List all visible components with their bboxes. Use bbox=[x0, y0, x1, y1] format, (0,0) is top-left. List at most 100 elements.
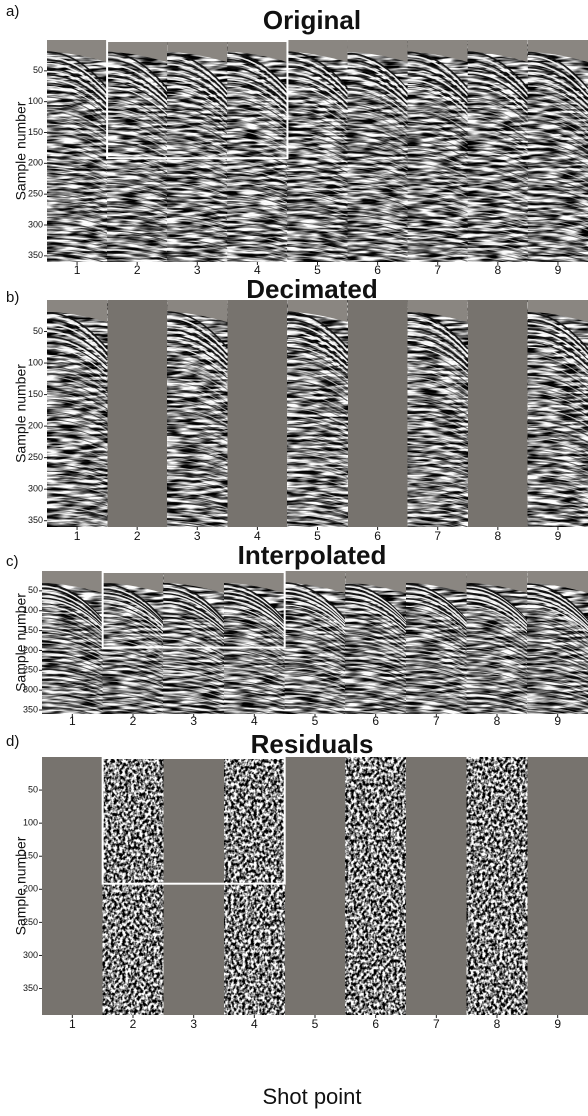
event bbox=[287, 97, 348, 123]
event bbox=[527, 449, 588, 464]
event bbox=[47, 318, 108, 354]
event bbox=[102, 603, 164, 633]
event bbox=[287, 208, 348, 222]
event bbox=[167, 107, 228, 132]
event bbox=[102, 594, 164, 627]
y-tick-label: 300 bbox=[23, 950, 38, 960]
event bbox=[467, 134, 529, 155]
event bbox=[47, 452, 108, 467]
event bbox=[466, 612, 528, 638]
event bbox=[527, 134, 588, 154]
event bbox=[467, 200, 529, 214]
event bbox=[467, 182, 529, 197]
event bbox=[287, 338, 349, 369]
event bbox=[527, 664, 588, 680]
event bbox=[466, 650, 528, 668]
event bbox=[102, 599, 164, 630]
event bbox=[167, 56, 228, 93]
event bbox=[527, 459, 588, 473]
event bbox=[527, 92, 588, 119]
event bbox=[284, 661, 346, 677]
event bbox=[527, 144, 588, 163]
event bbox=[167, 105, 228, 130]
event bbox=[287, 141, 348, 161]
direct-zone bbox=[42, 571, 103, 593]
event bbox=[407, 73, 469, 105]
event bbox=[167, 156, 228, 174]
event bbox=[467, 137, 529, 157]
event bbox=[467, 178, 529, 193]
event bbox=[347, 260, 372, 262]
event bbox=[467, 727, 528, 736]
shot-gather bbox=[284, 571, 346, 714]
event bbox=[107, 58, 168, 94]
event bbox=[345, 590, 407, 625]
event bbox=[287, 524, 318, 527]
event bbox=[527, 100, 588, 126]
shot-gather bbox=[163, 571, 225, 743]
event bbox=[287, 502, 348, 514]
event bbox=[42, 709, 84, 714]
event bbox=[167, 100, 228, 126]
event bbox=[42, 670, 103, 685]
event bbox=[527, 223, 588, 236]
event bbox=[468, 293, 528, 301]
event bbox=[47, 380, 108, 403]
event bbox=[47, 347, 108, 376]
event bbox=[167, 365, 228, 391]
event bbox=[223, 623, 285, 647]
event bbox=[167, 152, 228, 170]
event bbox=[527, 671, 588, 686]
event bbox=[527, 737, 588, 745]
event bbox=[102, 672, 164, 687]
event bbox=[227, 58, 289, 94]
event bbox=[42, 685, 103, 698]
event bbox=[42, 700, 103, 712]
event bbox=[167, 481, 228, 494]
event bbox=[47, 516, 108, 527]
event bbox=[407, 368, 469, 393]
direct-zone bbox=[163, 571, 224, 593]
event bbox=[47, 555, 107, 563]
event bbox=[466, 614, 528, 640]
event bbox=[47, 70, 108, 103]
event bbox=[102, 659, 164, 676]
event bbox=[527, 635, 588, 655]
event bbox=[223, 628, 285, 650]
event bbox=[107, 170, 168, 187]
event bbox=[163, 623, 225, 646]
event bbox=[223, 683, 285, 697]
event bbox=[407, 460, 468, 474]
event bbox=[284, 686, 346, 700]
event bbox=[167, 441, 228, 457]
event bbox=[284, 585, 346, 622]
event bbox=[167, 59, 228, 95]
event bbox=[47, 177, 108, 193]
event bbox=[107, 181, 168, 196]
event bbox=[227, 104, 288, 129]
event bbox=[467, 167, 529, 184]
event bbox=[345, 626, 407, 649]
event bbox=[347, 77, 409, 108]
event bbox=[47, 365, 108, 391]
event bbox=[47, 174, 108, 190]
event bbox=[405, 681, 467, 695]
event bbox=[527, 409, 588, 428]
event bbox=[42, 747, 103, 755]
event bbox=[42, 731, 103, 740]
event bbox=[167, 384, 228, 406]
event bbox=[467, 73, 529, 105]
event bbox=[528, 286, 588, 294]
event bbox=[163, 735, 224, 743]
event bbox=[47, 426, 108, 443]
event bbox=[167, 320, 228, 356]
event bbox=[347, 185, 408, 200]
event bbox=[467, 195, 529, 210]
event bbox=[42, 737, 103, 745]
event bbox=[167, 381, 228, 403]
event bbox=[408, 552, 468, 560]
event bbox=[345, 622, 407, 645]
x-tick-label: 4 bbox=[254, 263, 261, 277]
shot-gather bbox=[466, 757, 528, 1015]
event bbox=[287, 120, 348, 142]
